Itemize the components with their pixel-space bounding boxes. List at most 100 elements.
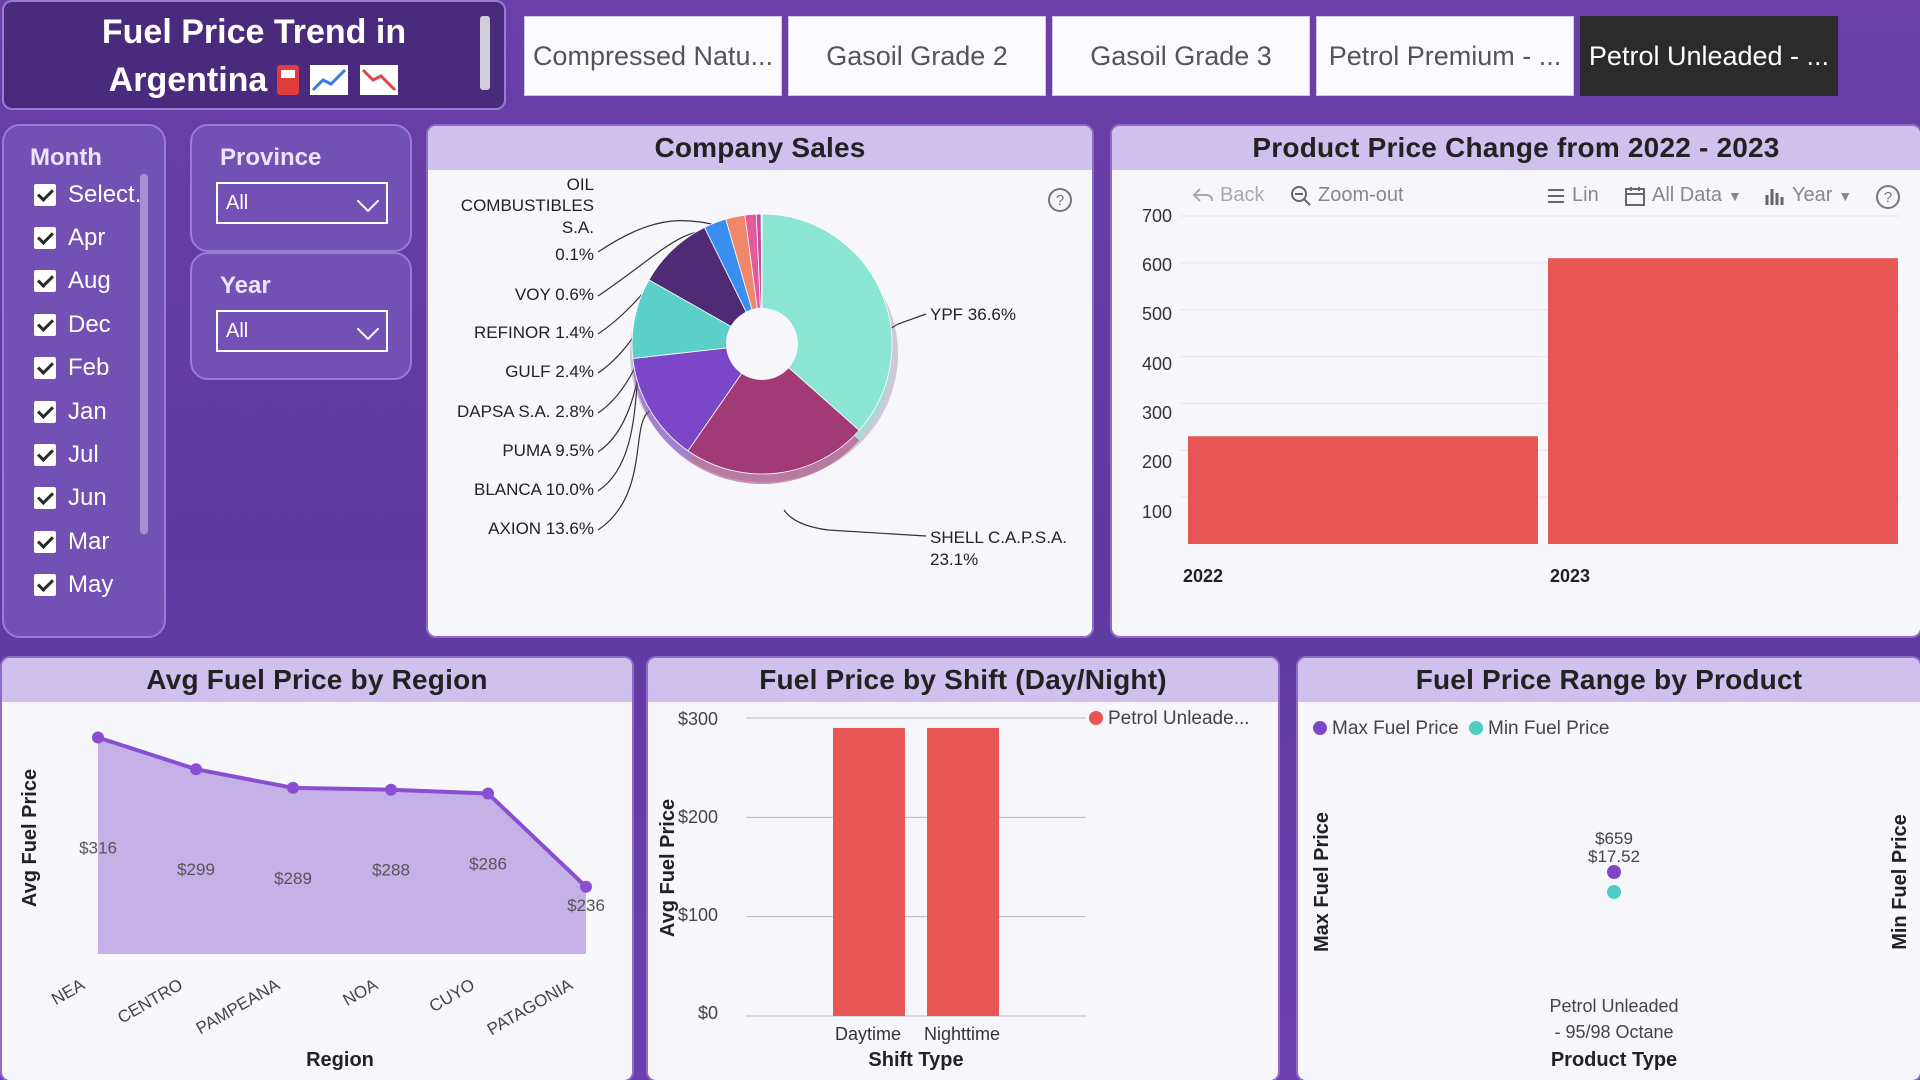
pie-label-oil: COMBUSTIBLES — [461, 196, 594, 215]
shift-bar-nighttime[interactable] — [927, 727, 999, 1016]
pie-label-gulf: GULF 2.4% — [505, 362, 594, 381]
shift-ytick: $200 — [678, 807, 718, 827]
month-item-dec[interactable]: Dec — [34, 310, 111, 340]
calendar-icon — [1625, 186, 1645, 206]
tab-petrol-premium[interactable]: Petrol Premium - ... — [1316, 16, 1574, 96]
company-sales-title: Company Sales — [428, 126, 1092, 170]
region-xtick-pampeana: PAMPEANA — [193, 975, 284, 1038]
month-item-select-all[interactable]: Select. — [34, 180, 141, 210]
checkbox-icon[interactable] — [34, 444, 56, 466]
title-line2-row: Argentina — [4, 56, 504, 104]
checkbox-icon[interactable] — [34, 531, 56, 553]
region-value-label: $236 — [567, 896, 605, 915]
year-slicer: Year All — [190, 252, 412, 380]
region-xlabel: Region — [306, 1049, 374, 1071]
fuel-pump-icon — [277, 65, 300, 95]
region-value-label: $288 — [372, 861, 410, 880]
all-data-button[interactable]: All Data ▼ — [1624, 184, 1742, 207]
year-level-button[interactable]: Year ▼ — [1764, 184, 1852, 207]
month-slicer: Month Select. Apr Aug Dec Feb Jan Jul Ju… — [2, 124, 166, 638]
ytick-label: 200 — [1142, 452, 1172, 472]
price-change-chart: 700 600 500 400 300 200 100 2022 — [1142, 206, 1900, 570]
svg-text:?: ? — [1056, 192, 1064, 209]
pie-label-puma: PUMA 9.5% — [502, 441, 594, 460]
tab-gasoil-grade-3[interactable]: Gasoil Grade 3 — [1052, 16, 1310, 96]
region-point-noa[interactable] — [385, 783, 397, 796]
province-dropdown[interactable]: All — [216, 182, 388, 224]
pie-label-shell: SHELL C.A.P.S.A. — [930, 528, 1067, 547]
checkbox-icon[interactable] — [34, 574, 56, 596]
legend-dot-icon — [1313, 721, 1327, 735]
tab-compressed-natural-gas[interactable]: Compressed Natu... — [524, 16, 782, 96]
pie-label-axion: AXION 13.6% — [488, 519, 594, 538]
question-circle-icon[interactable]: ? — [1874, 183, 1902, 211]
ytick-label: 600 — [1142, 255, 1172, 275]
max-price-point[interactable] — [1607, 865, 1621, 879]
linear-scale-button[interactable]: Lin — [1546, 184, 1599, 207]
month-item-feb[interactable]: Feb — [34, 353, 109, 383]
shift-ytick: $100 — [678, 905, 718, 925]
legend-min: Min Fuel Price — [1488, 718, 1609, 739]
year-dropdown[interactable]: All — [216, 310, 388, 352]
bar-2023[interactable] — [1548, 258, 1898, 544]
bar-2022[interactable] — [1188, 436, 1538, 544]
month-slicer-label: Month — [30, 144, 102, 171]
month-item-aug[interactable]: Aug — [34, 266, 111, 296]
tab-petrol-unleaded[interactable]: Petrol Unleaded - ... — [1580, 16, 1838, 96]
month-item-jan[interactable]: Jan — [34, 397, 107, 427]
pie-label-refinor: REFINOR 1.4% — [474, 323, 594, 342]
shift-bar-daytime[interactable] — [833, 727, 905, 1016]
month-item-may[interactable]: May — [34, 570, 113, 600]
region-point-pampeana[interactable] — [287, 781, 299, 794]
legend-dot-icon — [1469, 721, 1483, 735]
pie-label-oil: S.A. — [562, 218, 594, 237]
region-value-label: $316 — [79, 838, 117, 857]
month-item-mar[interactable]: Mar — [34, 527, 109, 557]
checkbox-icon[interactable] — [34, 487, 56, 509]
region-title: Avg Fuel Price by Region — [2, 658, 632, 702]
range-scatter-chart: Max Fuel Price Min Fuel Price Max Fuel P… — [1311, 718, 1911, 1071]
checkbox-icon[interactable] — [34, 314, 56, 336]
ytick-label: 700 — [1142, 206, 1172, 226]
month-item-jul[interactable]: Jul — [34, 440, 99, 470]
region-point-cuyo[interactable] — [482, 787, 494, 800]
xtick-label-2023: 2023 — [1550, 566, 1591, 586]
caret-down-icon: ▼ — [1838, 187, 1853, 204]
checkbox-icon[interactable] — [34, 401, 56, 423]
range-category: Petrol Unleaded — [1549, 996, 1678, 1016]
chevron-down-icon — [356, 189, 380, 213]
min-price-point[interactable] — [1607, 885, 1621, 899]
checkbox-icon[interactable] — [34, 184, 56, 206]
checkbox-icon[interactable] — [34, 357, 56, 379]
checkbox-icon[interactable] — [34, 270, 56, 292]
region-point-centro[interactable] — [190, 763, 202, 776]
region-ylabel: Avg Fuel Price — [19, 769, 41, 907]
legend-dot-icon — [1089, 711, 1103, 725]
xtick-label-2022: 2022 — [1183, 566, 1224, 586]
question-circle-icon[interactable]: ? — [1046, 186, 1074, 214]
region-xtick-nea: NEA — [48, 975, 88, 1009]
title-scrollbar[interactable] — [480, 16, 490, 90]
region-point-nea[interactable] — [92, 731, 104, 744]
region-area-chart: $316 NEA $299 CENTRO $289 PAMPEANA $288 NOA $286… — [19, 731, 605, 1071]
back-button[interactable]: Back — [1192, 184, 1264, 207]
pie-slice-oil-combustibles-s-a-[interactable] — [760, 213, 763, 309]
title-line2: Argentina — [108, 61, 268, 99]
pie-label-ypf: YPF 36.6% — [930, 305, 1016, 324]
ytick-label: 300 — [1142, 403, 1172, 423]
shift-title: Fuel Price by Shift (Day/Night) — [648, 658, 1278, 702]
svg-text:?: ? — [1884, 189, 1892, 206]
month-item-jun[interactable]: Jun — [34, 483, 107, 513]
bar-chart-icon — [1765, 188, 1784, 205]
tab-gasoil-grade-2[interactable]: Gasoil Grade 2 — [788, 16, 1046, 96]
month-slicer-scrollbar[interactable] — [140, 174, 148, 534]
zoom-out-icon — [1291, 185, 1311, 206]
region-point-patagonia[interactable] — [580, 880, 592, 893]
month-item-apr[interactable]: Apr — [34, 223, 105, 253]
zoom-out-button[interactable]: Zoom-out — [1290, 184, 1404, 207]
range-title: Fuel Price Range by Product — [1298, 658, 1920, 702]
ytick-label: 400 — [1142, 354, 1172, 374]
checkbox-icon[interactable] — [34, 227, 56, 249]
pie-label-blanca: BLANCA 10.0% — [474, 480, 594, 499]
chart-down-icon — [360, 65, 399, 95]
